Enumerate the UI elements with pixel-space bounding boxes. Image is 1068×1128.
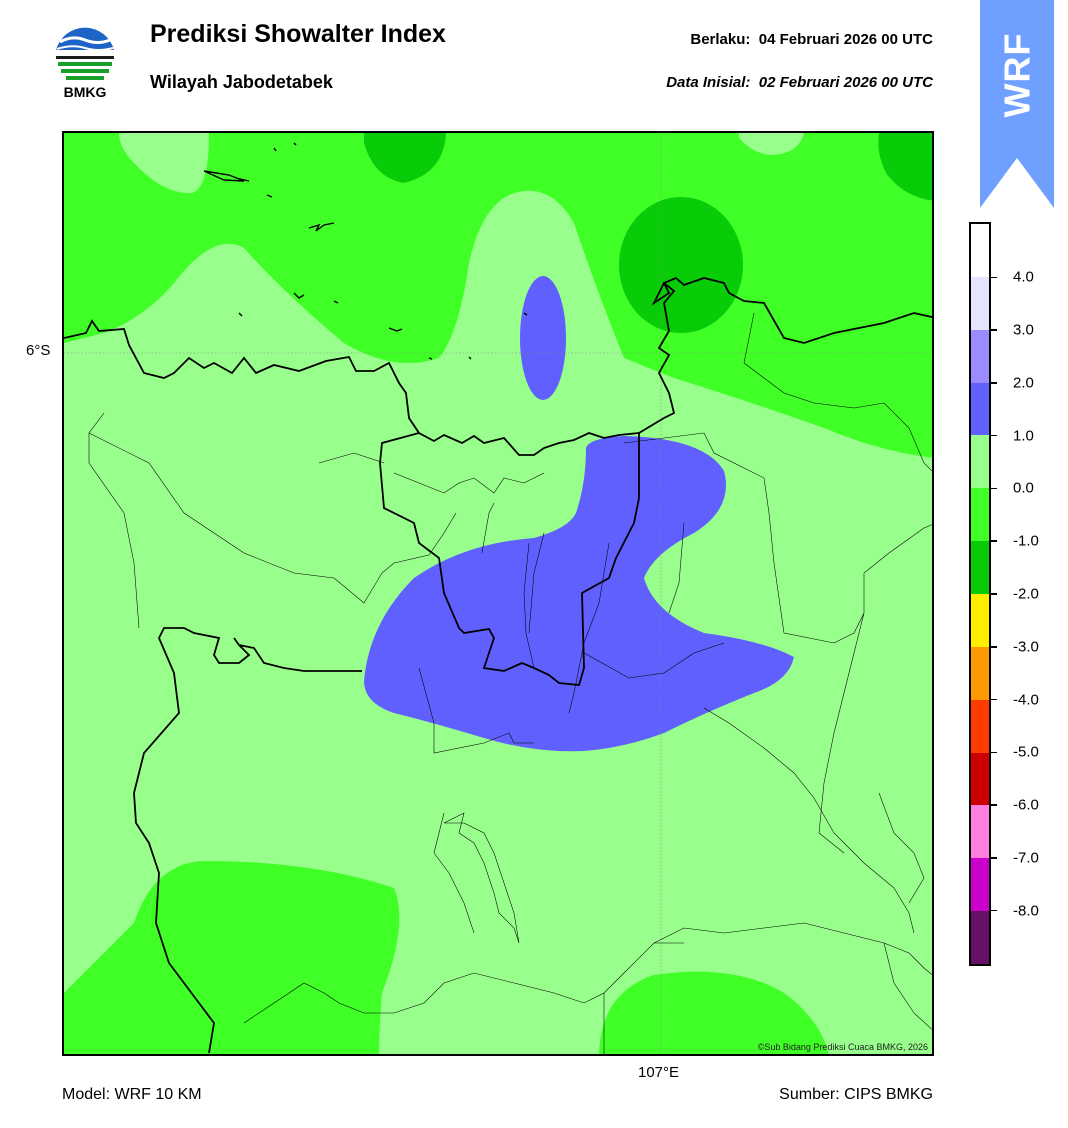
longitude-label: 107°E — [638, 1064, 680, 1081]
region-blue-central — [364, 436, 794, 752]
page-title: Prediksi Showalter Index — [150, 20, 446, 48]
colorbar-tick-label: 2.0 — [1013, 374, 1034, 392]
valid-label: Berlaku: — [690, 31, 751, 48]
colorbar-segment — [971, 382, 989, 436]
init-value: 02 Februari 2026 00 UTC — [758, 74, 933, 91]
colorbar-tick-label: 1.0 — [1013, 427, 1034, 445]
colorbar-tick — [991, 487, 997, 490]
colorbar-tick — [991, 382, 997, 384]
colorbar-tick-label: -6.0 — [1013, 796, 1039, 814]
colorbar-segment — [971, 752, 989, 806]
wrf-badge — [980, 0, 1054, 208]
colorbar-segment — [971, 541, 989, 595]
province-boundary — [379, 432, 640, 686]
colorbar-tick — [991, 804, 997, 806]
colorbar-tick — [991, 276, 997, 279]
province-boundary-west — [133, 627, 362, 1054]
colorbar-segment — [971, 224, 989, 277]
colorbar-segment — [971, 699, 989, 753]
colorbar-tick-label: 4.0 — [1013, 268, 1034, 286]
init-time: Data Inisial: 02 Februari 2026 00 UTC — [666, 74, 933, 91]
valid-value: 04 Februari 2026 00 UTC — [758, 31, 933, 48]
colorbar-tick — [991, 540, 997, 542]
colorbar-tick-label: -8.0 — [1013, 902, 1039, 920]
region-dark-green-right — [878, 133, 932, 201]
page-subtitle: Wilayah Jabodetabek — [150, 72, 333, 92]
colorbar-segment — [971, 858, 989, 912]
colorbar-segment — [971, 646, 989, 700]
colorbar — [969, 222, 991, 966]
region-green-southwest — [64, 861, 400, 1054]
region-light-green-north — [119, 133, 209, 194]
region-blue-north-cell — [520, 276, 566, 400]
colorbar-segment — [971, 911, 989, 965]
region-light-green-northeast — [739, 133, 804, 155]
colorbar-tick — [991, 909, 997, 912]
colorbar-tick-label: 3.0 — [1013, 321, 1034, 339]
coastline — [64, 276, 932, 456]
colorbar-segment — [971, 805, 989, 859]
colorbar-tick-label: -7.0 — [1013, 849, 1039, 867]
latitude-label: 6°S — [26, 342, 51, 359]
region-dark-green-cell — [619, 197, 743, 333]
colorbar-tick-label: -1.0 — [1013, 532, 1039, 550]
wrf-badge-label: WRF — [996, 32, 1037, 118]
colorbar-tick — [991, 646, 997, 648]
init-label: Data Inisial: — [666, 74, 751, 91]
region-green-south — [599, 971, 829, 1054]
source-label: Sumber: CIPS BMKG — [779, 1086, 933, 1103]
colorbar-tick-label: -4.0 — [1013, 691, 1039, 709]
region-dark-green-top — [364, 133, 446, 183]
map-copyright: ©Sub Bidang Prediksi Cuaca BMKG, 2026 — [757, 1042, 928, 1052]
regency-boundaries — [88, 312, 932, 1054]
colorbar-segment — [971, 488, 989, 542]
valid-time: Berlaku: 04 Februari 2026 00 UTC — [690, 31, 933, 48]
logo-text: BMKG — [63, 84, 107, 100]
colorbar-tick-label: -5.0 — [1013, 743, 1039, 761]
colorbar-tick-label: -2.0 — [1013, 585, 1039, 603]
colorbar-tick — [991, 434, 997, 437]
model-label: Model: WRF 10 KM — [62, 1086, 202, 1103]
islands — [203, 142, 528, 360]
bmkg-logo-icon — [55, 24, 115, 84]
colorbar-tick-label: -3.0 — [1013, 638, 1039, 656]
colorbar-tick — [991, 698, 997, 701]
forecast-map-canvas — [64, 133, 932, 1054]
colorbar-tick — [991, 751, 997, 754]
colorbar-tick-label: 0.0 — [1013, 479, 1034, 497]
colorbar-segment — [971, 329, 989, 383]
colorbar-segment — [971, 594, 989, 647]
colorbar-tick — [991, 593, 997, 595]
colorbar-segment — [971, 435, 989, 489]
colorbar-segment — [971, 276, 989, 330]
colorbar-tick — [991, 329, 997, 331]
colorbar-tick — [991, 857, 997, 859]
forecast-map: ©Sub Bidang Prediksi Cuaca BMKG, 2026 — [62, 131, 934, 1056]
